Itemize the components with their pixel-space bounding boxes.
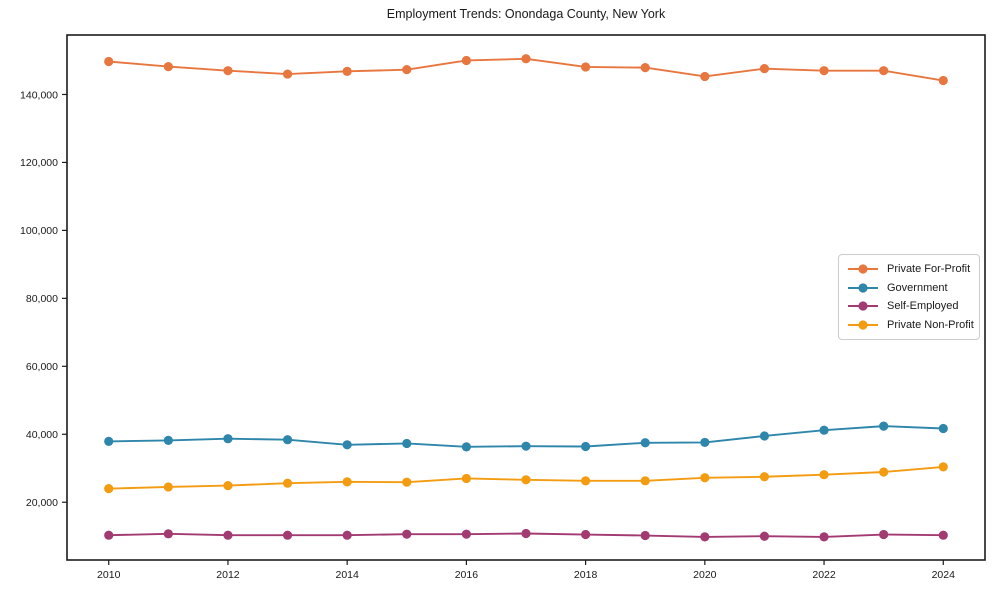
legend: Private For-Profit Government Self-Employe… [838, 254, 980, 340]
data-point-marker [282, 530, 293, 540]
data-point-marker [581, 62, 591, 72]
legend-label: Government [887, 281, 948, 294]
data-point-marker [938, 75, 948, 86]
x-tick-label: 2016 [455, 569, 479, 581]
data-point-marker [879, 467, 889, 477]
data-point-marker [938, 530, 948, 540]
legend-item: Private Non-Profit [847, 316, 974, 335]
legend-line-marker-icon [848, 283, 878, 293]
data-point-marker [521, 475, 531, 485]
data-point-marker [223, 480, 233, 491]
data-point-marker [640, 476, 650, 486]
data-point-marker [282, 69, 293, 79]
x-tick-label: 2012 [216, 569, 240, 581]
plot-border [66, 34, 986, 561]
data-point-marker [461, 473, 471, 484]
data-point-marker [819, 425, 829, 435]
data-point-marker [402, 65, 412, 75]
x-tick-label: 2024 [932, 569, 956, 581]
y-tick-label: 60,000 [26, 361, 58, 373]
data-point-marker [581, 529, 591, 540]
legend-item: Self-Employed [847, 297, 971, 316]
data-point-marker [163, 435, 173, 445]
data-point-marker [342, 530, 352, 540]
data-point-marker [581, 441, 591, 452]
x-tick-label: 2014 [335, 569, 359, 581]
legend-line-marker-icon [848, 320, 878, 330]
data-point-marker [938, 423, 948, 434]
y-tick-label: 80,000 [26, 293, 58, 305]
legend-label: Private Non-Profit [887, 318, 974, 331]
y-tick-label: 100,000 [20, 225, 58, 237]
data-point-marker [104, 530, 114, 540]
data-point-marker [163, 529, 173, 539]
data-point-marker [521, 528, 531, 539]
data-point-marker [521, 441, 531, 451]
data-point-marker [461, 442, 471, 452]
y-tick-label: 140,000 [20, 89, 58, 101]
legend-item: Private For-Profit [847, 260, 971, 279]
data-point-marker [402, 438, 412, 449]
data-point-marker [700, 473, 710, 483]
data-point-marker [104, 484, 114, 494]
data-point-marker [700, 532, 710, 542]
data-point-marker [879, 529, 889, 540]
data-point-marker [282, 435, 293, 445]
data-point-marker [640, 63, 650, 73]
legend-label: Self-Employed [887, 300, 959, 313]
data-point-marker [879, 421, 889, 431]
x-tick-label: 2020 [693, 569, 717, 581]
legend-line-marker-icon [848, 301, 878, 311]
data-point-marker [163, 62, 173, 72]
data-point-marker [104, 436, 114, 447]
data-point-marker [223, 530, 233, 540]
x-tick-label: 2010 [97, 569, 121, 581]
data-point-marker [819, 532, 829, 542]
data-point-marker [640, 438, 650, 448]
chart-title: Employment Trends: Onondaga County, New … [386, 7, 666, 21]
y-tick-label: 40,000 [26, 429, 58, 441]
data-point-marker [342, 66, 352, 76]
data-point-marker [759, 472, 770, 482]
data-point-marker [759, 531, 770, 541]
data-point-marker [700, 437, 710, 448]
legend-label: Private For-Profit [887, 263, 971, 276]
data-point-marker [819, 66, 829, 76]
data-point-marker [521, 54, 531, 64]
data-point-marker [879, 66, 889, 76]
data-point-marker [402, 477, 412, 487]
data-point-marker [282, 478, 293, 488]
y-tick-label: 20,000 [26, 497, 58, 509]
data-point-marker [461, 529, 471, 539]
data-point-marker [402, 529, 412, 539]
data-point-marker [223, 434, 233, 444]
data-point-marker [759, 431, 770, 441]
data-point-marker [938, 462, 948, 472]
data-point-marker [640, 530, 650, 541]
data-point-marker [461, 55, 471, 66]
data-point-marker [581, 476, 591, 486]
x-tick-label: 2022 [812, 569, 836, 581]
x-tick-label: 2018 [574, 569, 598, 581]
data-point-marker [104, 56, 114, 67]
data-point-marker [223, 66, 233, 76]
data-point-marker [700, 71, 710, 82]
data-point-marker [342, 477, 352, 487]
legend-line-marker-icon [848, 264, 878, 274]
data-point-marker [163, 482, 173, 492]
y-tick-label: 120,000 [20, 157, 58, 169]
data-point-marker [342, 440, 352, 450]
data-point-marker [819, 470, 829, 480]
data-point-marker [759, 64, 770, 74]
legend-item: Government [847, 279, 971, 298]
